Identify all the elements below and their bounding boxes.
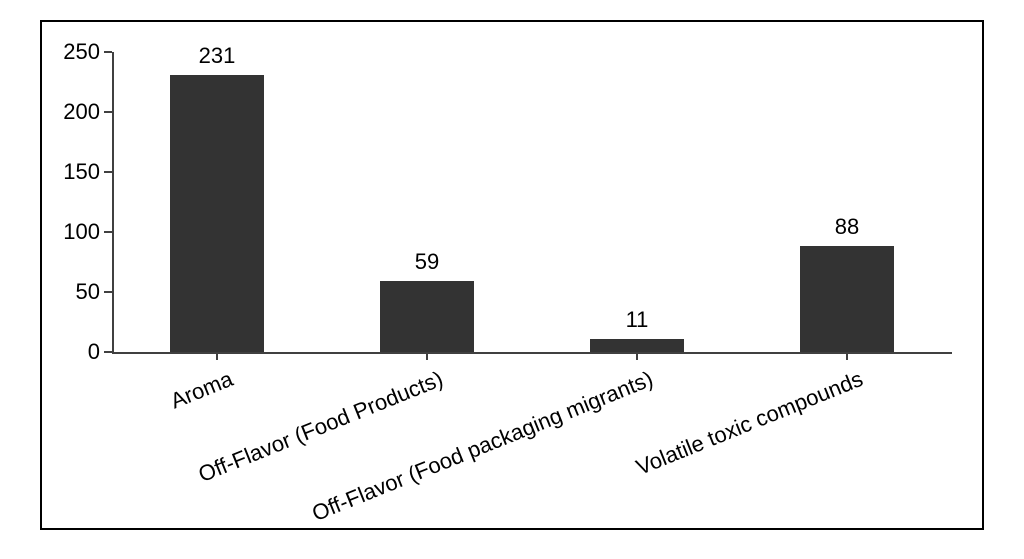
y-tick-label: 0 [88,339,100,365]
y-tick-label: 100 [63,219,100,245]
y-tick-label: 50 [76,279,100,305]
y-tick-label: 200 [63,99,100,125]
y-tick [104,111,112,113]
y-tick [104,171,112,173]
y-tick [104,231,112,233]
bar-value-label: 11 [626,307,649,333]
x-tick-label: Off-Flavor (Food packaging migrants) [308,366,656,527]
x-tick [636,352,638,360]
bar: 88 [800,246,895,352]
x-tick-label: Aroma [167,366,237,414]
x-tick-label: Volatile toxic compounds [632,366,866,481]
chart-frame: 0 50 100 150 200 250 231 Aroma 59 Off-Flavor (Foo… [40,20,984,530]
x-tick [426,352,428,360]
y-tick [104,51,112,53]
bar: 11 [590,339,685,352]
y-tick-label: 250 [63,39,100,65]
bar-value-label: 231 [199,43,236,69]
x-tick [846,352,848,360]
bar-value-label: 88 [835,214,859,240]
y-tick [104,351,112,353]
bar-value-label: 59 [415,249,439,275]
y-tick-label: 150 [63,159,100,185]
bar: 59 [380,281,475,352]
bar: 231 [170,75,265,352]
x-tick [216,352,218,360]
y-tick [104,291,112,293]
plot-area: 050100150200250231Aroma59Off-Flavor (Foo… [112,52,952,354]
y-axis [112,52,114,352]
